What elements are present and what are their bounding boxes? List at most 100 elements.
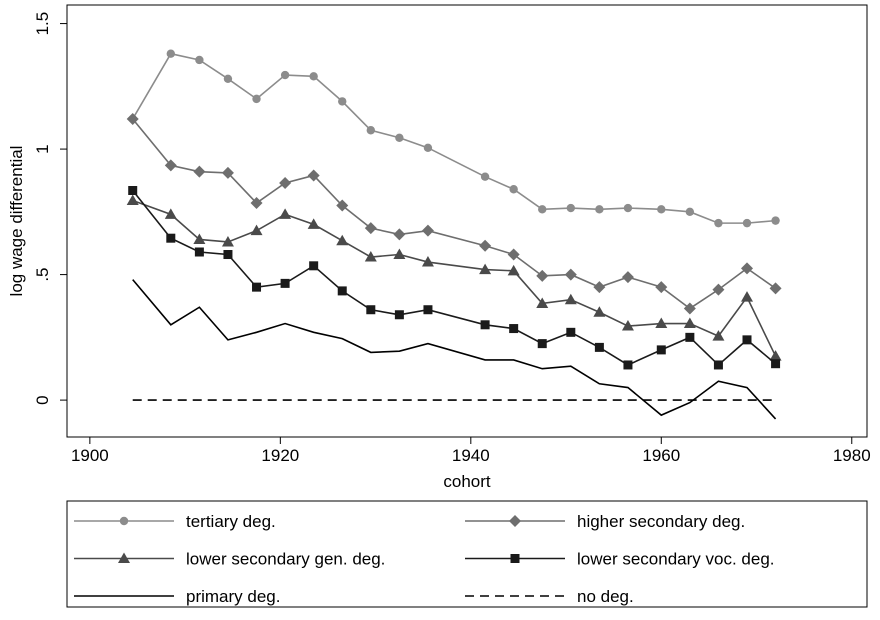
marker <box>250 224 263 236</box>
marker <box>564 293 577 305</box>
marker <box>307 218 320 229</box>
marker <box>741 262 753 275</box>
marker <box>712 330 725 341</box>
marker <box>195 55 204 65</box>
marker <box>126 112 139 125</box>
marker <box>655 281 668 294</box>
marker <box>480 172 490 181</box>
marker <box>509 185 518 194</box>
marker <box>250 197 263 210</box>
marker <box>480 320 490 330</box>
marker <box>536 297 549 308</box>
marker <box>566 327 576 337</box>
marker <box>566 203 576 213</box>
marker <box>742 218 752 228</box>
marker <box>309 261 319 271</box>
marker <box>593 306 606 317</box>
marker <box>193 233 206 244</box>
marker <box>338 97 347 106</box>
series-line <box>132 118 777 310</box>
marker <box>510 554 520 563</box>
marker <box>742 335 752 345</box>
marker <box>683 302 696 315</box>
marker <box>223 250 233 260</box>
series-line <box>132 190 777 367</box>
marker <box>309 72 318 81</box>
marker <box>685 207 695 217</box>
marker <box>479 263 492 275</box>
legend-label: lower secondary gen. deg. <box>186 550 385 569</box>
marker <box>537 339 547 349</box>
marker <box>657 205 666 214</box>
y-tick-label: .5 <box>33 267 52 281</box>
marker <box>771 359 781 369</box>
marker <box>509 324 519 334</box>
marker <box>221 166 234 179</box>
marker <box>279 176 292 189</box>
marker <box>507 264 520 276</box>
marker <box>364 251 377 262</box>
marker <box>164 159 177 172</box>
x-tick-label: 1920 <box>261 446 299 465</box>
marker <box>118 552 130 563</box>
marker <box>621 320 634 331</box>
x-tick-label: 1980 <box>833 446 871 465</box>
marker <box>623 360 633 370</box>
marker <box>594 342 604 352</box>
legend-box <box>66 500 868 608</box>
marker <box>713 360 723 370</box>
marker <box>194 247 204 257</box>
marker <box>126 194 139 206</box>
x-tick-label: 1940 <box>452 446 490 465</box>
marker <box>393 228 406 241</box>
y-tick-label: 0 <box>33 395 52 404</box>
marker <box>683 317 696 329</box>
marker <box>655 317 668 329</box>
series-line <box>132 199 777 357</box>
marker <box>423 143 433 153</box>
marker <box>423 305 433 315</box>
marker <box>712 283 725 296</box>
marker <box>394 310 404 320</box>
marker <box>685 332 695 342</box>
marker <box>366 305 376 315</box>
marker <box>366 126 376 135</box>
marker <box>166 233 176 243</box>
marker <box>621 271 634 284</box>
marker <box>119 516 129 526</box>
marker <box>769 282 782 295</box>
x-tick-label: 1900 <box>71 446 109 465</box>
marker <box>221 235 234 247</box>
marker <box>421 256 434 267</box>
marker <box>307 169 320 182</box>
marker <box>337 286 347 296</box>
legend-label: no deg. <box>577 587 634 606</box>
y-tick-label: 1.5 <box>33 12 52 36</box>
marker <box>538 205 547 214</box>
legend-label: higher secondary deg. <box>577 512 745 531</box>
marker <box>771 216 780 225</box>
marker <box>364 222 377 235</box>
marker <box>564 268 577 281</box>
series-line <box>132 52 776 224</box>
marker <box>656 345 666 355</box>
marker <box>128 186 138 196</box>
series-line <box>132 279 777 420</box>
marker <box>421 224 434 237</box>
marker <box>509 515 521 527</box>
plot-frame <box>66 4 868 438</box>
marker <box>280 278 290 288</box>
x-tick-label: 1960 <box>642 446 680 465</box>
marker <box>714 218 723 228</box>
x-axis-label: cohort <box>443 472 491 491</box>
marker <box>507 248 520 261</box>
marker <box>252 94 261 104</box>
marker <box>741 291 753 302</box>
legend-label: lower secondary voc. deg. <box>577 550 775 569</box>
marker <box>395 133 404 142</box>
marker <box>536 269 549 282</box>
marker <box>479 239 492 252</box>
marker <box>166 49 176 58</box>
y-tick-label: 1 <box>33 144 52 153</box>
